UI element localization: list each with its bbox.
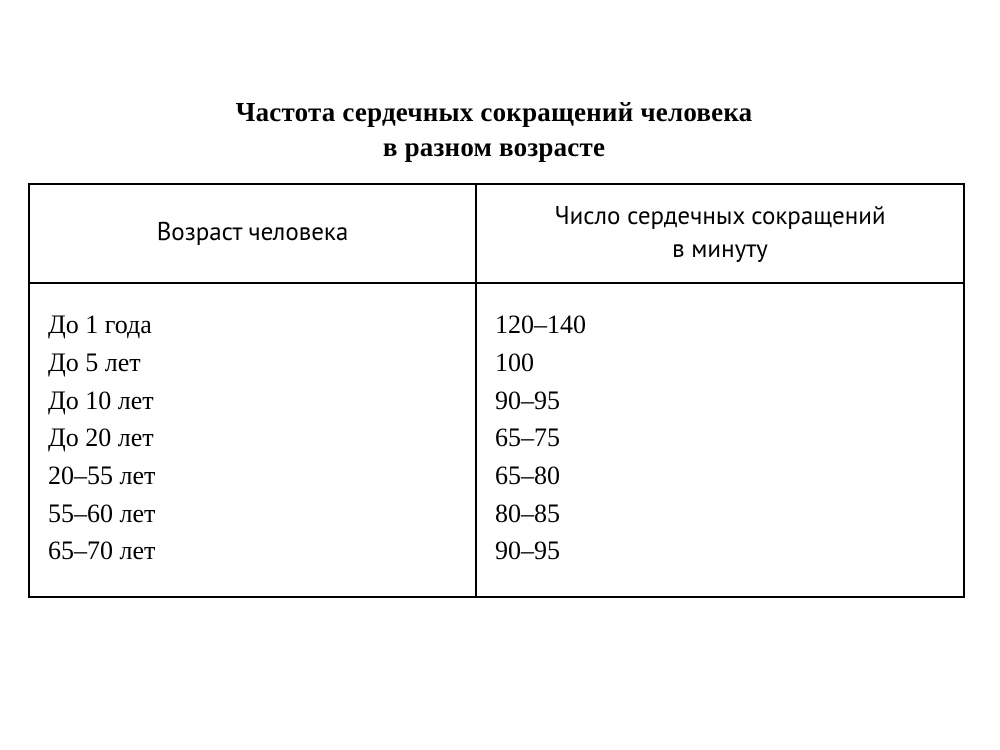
col-header-rate-line2: в минуту — [487, 232, 953, 265]
page: Частота сердечных сокращений человека в … — [0, 0, 1000, 598]
age-value: 20–55 лет — [48, 457, 467, 495]
age-value: До 5 лет — [48, 344, 467, 382]
rate-value: 90–95 — [495, 532, 955, 570]
age-value: 55–60 лет — [48, 495, 467, 533]
age-cell: До 1 года До 5 лет До 10 лет До 20 лет 2… — [29, 283, 476, 597]
table-header-row: Возраст человека Число сердечных сокраще… — [29, 184, 964, 283]
age-value: До 1 года — [48, 306, 467, 344]
title-line-1: Частота сердечных сокращений человека — [28, 95, 960, 130]
table-title: Частота сердечных сокращений человека в … — [28, 95, 960, 165]
table-row: До 1 года До 5 лет До 10 лет До 20 лет 2… — [29, 283, 964, 597]
heart-rate-table: Возраст человека Число сердечных сокраще… — [28, 183, 965, 598]
age-value: До 10 лет — [48, 382, 467, 420]
col-header-rate: Число сердечных сокращений в минуту — [476, 184, 964, 283]
rate-value: 65–80 — [495, 457, 955, 495]
rate-value: 80–85 — [495, 495, 955, 533]
rate-cell: 120–140 100 90–95 65–75 65–80 80–85 90–9… — [476, 283, 964, 597]
rate-value: 100 — [495, 344, 955, 382]
rate-value: 90–95 — [495, 382, 955, 420]
col-header-rate-line1: Число сердечных сокращений — [487, 199, 953, 232]
age-value: 65–70 лет — [48, 532, 467, 570]
title-line-2: в разном возрасте — [28, 130, 960, 165]
col-header-age: Возраст человека — [29, 184, 476, 283]
col-header-age-text: Возраст человека — [157, 215, 349, 247]
age-value: До 20 лет — [48, 419, 467, 457]
rate-value: 65–75 — [495, 419, 955, 457]
rate-value: 120–140 — [495, 306, 955, 344]
